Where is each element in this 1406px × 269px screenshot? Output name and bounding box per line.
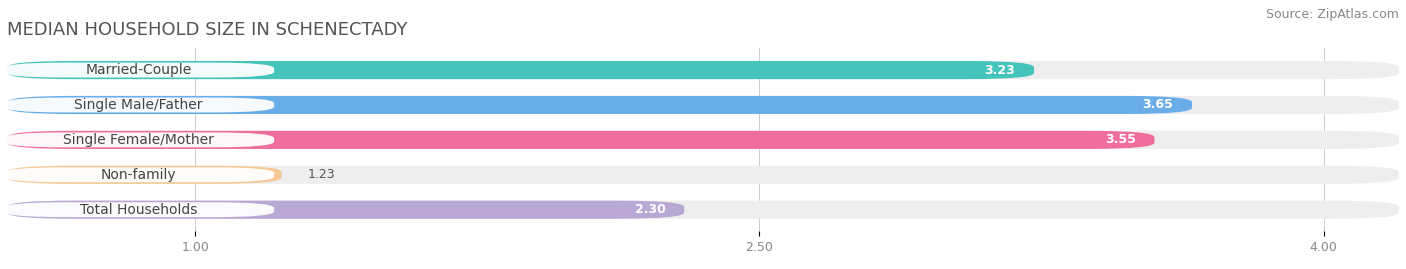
Text: Total Households: Total Households [80, 203, 197, 217]
FancyBboxPatch shape [7, 131, 1154, 149]
FancyBboxPatch shape [7, 61, 1399, 79]
FancyBboxPatch shape [3, 98, 274, 112]
Text: 1.23: 1.23 [308, 168, 336, 181]
FancyBboxPatch shape [7, 96, 1192, 114]
FancyBboxPatch shape [3, 202, 274, 217]
Text: 2.30: 2.30 [634, 203, 665, 216]
Text: 3.55: 3.55 [1105, 133, 1136, 146]
FancyBboxPatch shape [7, 201, 1399, 219]
FancyBboxPatch shape [7, 166, 281, 184]
FancyBboxPatch shape [7, 201, 685, 219]
Text: Non-family: Non-family [101, 168, 177, 182]
Text: Single Female/Mother: Single Female/Mother [63, 133, 214, 147]
FancyBboxPatch shape [3, 132, 274, 147]
Text: 3.23: 3.23 [984, 63, 1015, 77]
FancyBboxPatch shape [3, 63, 274, 77]
Text: Single Male/Father: Single Male/Father [75, 98, 202, 112]
FancyBboxPatch shape [7, 166, 1399, 184]
FancyBboxPatch shape [3, 167, 274, 182]
Text: Source: ZipAtlas.com: Source: ZipAtlas.com [1265, 8, 1399, 21]
Text: Married-Couple: Married-Couple [86, 63, 191, 77]
Text: MEDIAN HOUSEHOLD SIZE IN SCHENECTADY: MEDIAN HOUSEHOLD SIZE IN SCHENECTADY [7, 20, 408, 38]
FancyBboxPatch shape [7, 96, 1399, 114]
FancyBboxPatch shape [7, 61, 1033, 79]
FancyBboxPatch shape [7, 131, 1399, 149]
Text: 3.65: 3.65 [1143, 98, 1173, 111]
